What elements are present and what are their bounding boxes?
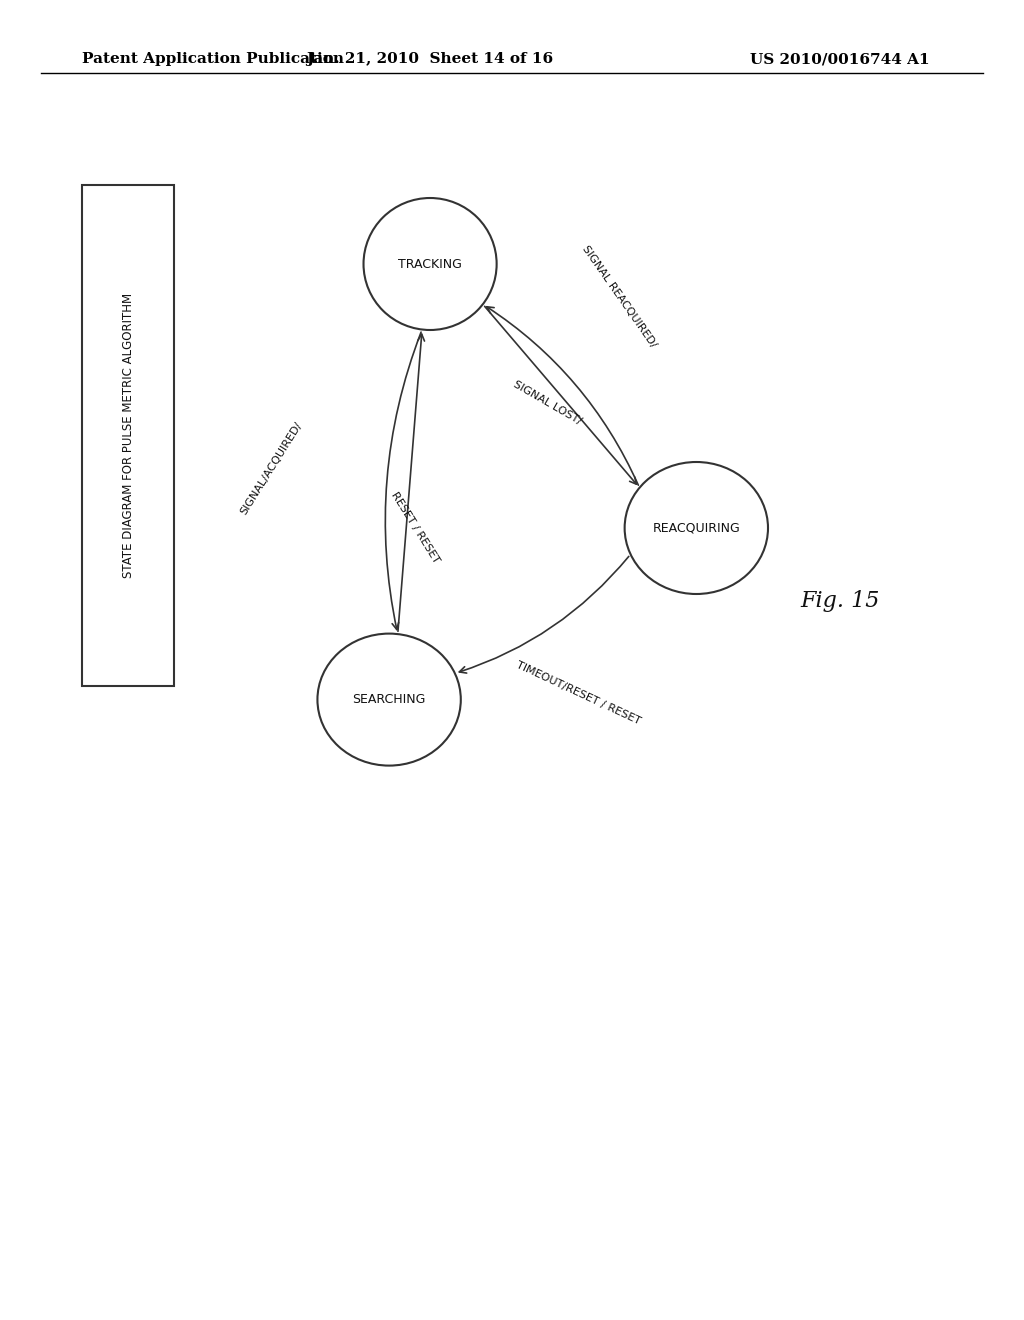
Text: REACQUIRING: REACQUIRING	[652, 521, 740, 535]
Text: STATE DIAGRAM FOR PULSE METRIC ALGORITHM: STATE DIAGRAM FOR PULSE METRIC ALGORITHM	[122, 293, 134, 578]
Ellipse shape	[364, 198, 497, 330]
Text: SEARCHING: SEARCHING	[352, 693, 426, 706]
Text: SIGNAL LOST/: SIGNAL LOST/	[512, 379, 584, 426]
Text: TRACKING: TRACKING	[398, 257, 462, 271]
Ellipse shape	[625, 462, 768, 594]
Ellipse shape	[317, 634, 461, 766]
Text: Jan. 21, 2010  Sheet 14 of 16: Jan. 21, 2010 Sheet 14 of 16	[306, 53, 554, 66]
Bar	[82, 185, 174, 686]
Text: SIGNAL/ACQUIRED/: SIGNAL/ACQUIRED/	[239, 421, 304, 516]
Text: SIGNAL REACQUIRED/: SIGNAL REACQUIRED/	[581, 244, 658, 350]
Text: Fig. 15: Fig. 15	[800, 590, 880, 611]
Text: RESET / RESET: RESET / RESET	[389, 491, 440, 565]
Text: Patent Application Publication: Patent Application Publication	[82, 53, 344, 66]
Text: US 2010/0016744 A1: US 2010/0016744 A1	[750, 53, 930, 66]
Text: TIMEOUT/RESET / RESET: TIMEOUT/RESET / RESET	[515, 660, 642, 726]
